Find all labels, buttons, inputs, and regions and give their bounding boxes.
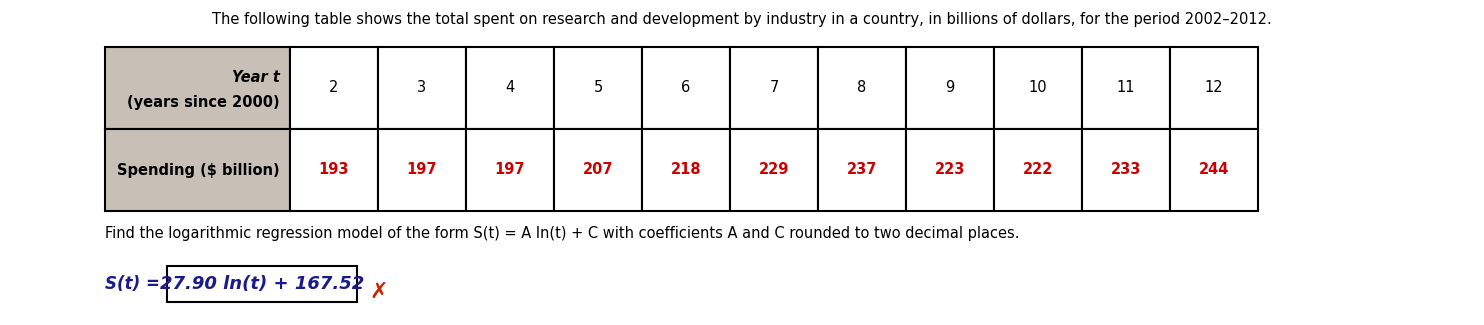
Text: 197: 197 (407, 162, 438, 177)
Text: 10: 10 (1028, 81, 1048, 96)
Bar (1082, 129, 1169, 211)
Bar (466, 47, 554, 129)
Text: 5: 5 (594, 81, 603, 96)
Bar (907, 47, 994, 129)
Bar (1082, 47, 1169, 129)
Text: 7: 7 (769, 81, 779, 96)
Text: 233: 233 (1112, 162, 1141, 177)
Bar (994, 47, 1082, 129)
Text: 197: 197 (494, 162, 525, 177)
Text: 4: 4 (506, 81, 515, 96)
Bar (730, 47, 818, 129)
Text: 229: 229 (758, 162, 789, 177)
Text: 6: 6 (681, 81, 690, 96)
Text: 222: 222 (1022, 162, 1054, 177)
Text: 8: 8 (858, 81, 867, 96)
Bar (105, 129, 289, 211)
Text: 207: 207 (583, 162, 613, 177)
Text: The following table shows the total spent on research and development by industr: The following table shows the total spen… (212, 12, 1272, 27)
Text: 27.90 ln(t) + 167.52: 27.90 ln(t) + 167.52 (160, 275, 364, 293)
Bar (105, 47, 289, 129)
Bar (168, 266, 358, 302)
Bar (289, 47, 378, 129)
Bar (818, 129, 907, 211)
Text: S(t) =: S(t) = (105, 275, 160, 293)
Text: 244: 244 (1199, 162, 1229, 177)
Text: 11: 11 (1117, 81, 1135, 96)
Bar (994, 129, 1082, 211)
Bar (554, 129, 643, 211)
Text: 9: 9 (945, 81, 954, 96)
Bar (466, 129, 554, 211)
Bar (907, 129, 994, 211)
Bar (818, 47, 907, 129)
Bar (643, 129, 730, 211)
Bar (378, 47, 466, 129)
Text: Spending ($ billion): Spending ($ billion) (117, 162, 280, 177)
Bar (1169, 47, 1258, 129)
Bar (289, 129, 378, 211)
Text: 223: 223 (935, 162, 965, 177)
Text: 12: 12 (1205, 81, 1223, 96)
Text: 237: 237 (847, 162, 877, 177)
Text: 3: 3 (417, 81, 426, 96)
Text: ✗: ✗ (370, 282, 387, 302)
Text: 193: 193 (319, 162, 349, 177)
Text: 2: 2 (329, 81, 338, 96)
Bar (378, 129, 466, 211)
Text: Find the logarithmic regression model of the form S(t) = A ln(t) + C with coeffi: Find the logarithmic regression model of… (105, 226, 1020, 241)
Bar (554, 47, 643, 129)
Bar (730, 129, 818, 211)
Text: (years since 2000): (years since 2000) (128, 96, 280, 111)
Text: 218: 218 (671, 162, 702, 177)
Text: Year t: Year t (232, 71, 280, 85)
Bar (643, 47, 730, 129)
Bar (1169, 129, 1258, 211)
